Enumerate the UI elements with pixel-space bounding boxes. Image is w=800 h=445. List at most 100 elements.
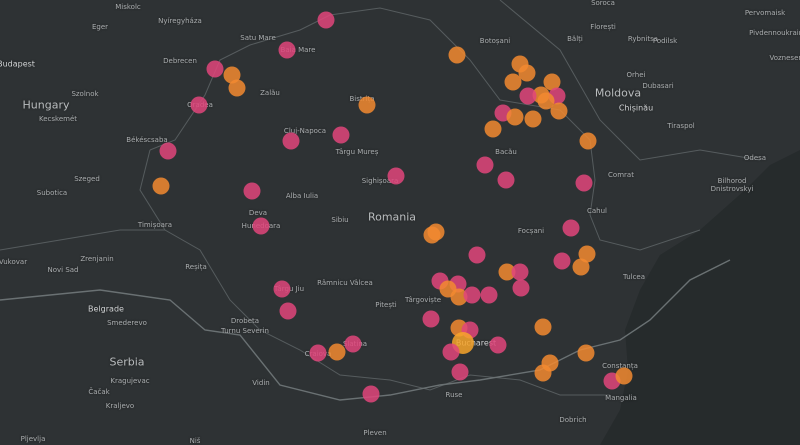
map-marker-pink[interactable] [575,174,593,192]
map-marker-pink[interactable] [243,182,261,200]
map-marker-pink[interactable] [282,132,300,150]
city-label: Eger [91,23,109,31]
city-label: Rybnitsa [627,35,659,43]
city-label: Turnu Severin [221,327,269,335]
map-marker-orange[interactable] [550,102,568,120]
map-marker-pink[interactable] [344,335,362,353]
map-marker-orange[interactable] [498,263,516,281]
map-marker-pink[interactable] [553,252,571,270]
map-marker-orange[interactable] [534,364,552,382]
city-label: Subotica [36,189,68,197]
map-marker-orange[interactable] [506,108,524,126]
city-label: Pivdennoukrainsk [749,29,800,37]
city-label: Reșița [185,263,207,271]
city-label: Voznesensk [769,54,800,62]
city-label: Pitești [375,301,397,309]
city-label: Satu Mare [240,34,276,42]
city-label: Orhei [626,71,646,79]
city-label: Pleven [363,429,387,437]
city-label: Botoșani [479,37,511,45]
city-label: Târgoviște [404,296,442,304]
map-marker-pink[interactable] [442,343,460,361]
map-marker-orange[interactable] [543,73,561,91]
map-marker-orange[interactable] [572,258,590,276]
city-label: Bacău [495,148,517,156]
map-marker-pink[interactable] [422,310,440,328]
map-marker-pink[interactable] [562,219,580,237]
map-marker-orange[interactable] [448,46,466,64]
map-marker-pink[interactable] [476,156,494,174]
map-marker-pink[interactable] [159,142,177,160]
map-marker-orange[interactable] [518,64,536,82]
city-label: Niš [189,437,201,445]
map-marker-pink[interactable] [468,246,486,264]
city-label: Novi Sad [47,266,79,274]
city-label: Dobrich [559,416,587,424]
city-label: Kragujevac [110,377,150,385]
map-marker-pink[interactable] [273,280,291,298]
map-marker-orange[interactable] [524,110,542,128]
map-marker-orange[interactable] [152,177,170,195]
danube-river [0,259,731,401]
map-marker-orange[interactable] [223,66,241,84]
country-label: Serbia [109,355,145,369]
city-label: Budapest [0,59,35,69]
map-marker-orange[interactable] [577,344,595,362]
city-label: Kecskemét [38,115,78,123]
map-marker-orange[interactable] [484,120,502,138]
map-marker-pink[interactable] [317,11,335,29]
map-marker-pink[interactable] [497,171,515,189]
city-label: Chișinău [618,103,654,113]
map-marker-orange[interactable] [423,226,441,244]
map-marker-pink[interactable] [190,96,208,114]
map-marker-pink[interactable] [309,344,327,362]
map-marker-pink[interactable] [387,167,405,185]
city-label: Deva [248,209,268,217]
city-label: Bucharest [455,338,497,348]
city-label: Dubasari [642,82,674,90]
map-marker-orange[interactable] [578,245,596,263]
map-marker-pink[interactable] [511,263,529,281]
city-label: Drobeta [230,317,260,325]
map-marker-pink[interactable] [512,279,530,297]
map-marker-pink[interactable] [279,302,297,320]
city-label: Comrat [608,171,634,179]
map-marker-pink[interactable] [362,385,380,403]
map-marker-pink[interactable] [206,60,224,78]
city-label: Odesa [743,154,767,162]
city-label: Zalău [260,89,280,97]
map-marker-orange[interactable] [228,79,246,97]
city-label: Pljevlja [20,435,46,443]
map-marker-pink[interactable] [463,286,481,304]
map-marker-pink[interactable] [451,363,469,381]
city-label: Focșani [517,227,545,235]
city-label: Bilhorod [717,177,747,185]
map-marker-orange[interactable] [579,132,597,150]
map-marker-orange[interactable] [328,343,346,361]
city-label: Râmnicu Vâlcea [317,279,373,287]
map-marker-pink[interactable] [480,286,498,304]
city-label: Bălți [567,35,583,43]
map-marker-pink[interactable] [252,217,270,235]
map-marker-orange[interactable] [537,92,555,110]
country-label: Romania [367,210,417,224]
map-marker-orange[interactable] [450,288,468,306]
city-label: Belgrade [88,304,124,314]
map-marker-orange[interactable] [534,318,552,336]
city-label: Alba Iulia [285,192,319,200]
city-label: Nyíregyháza [158,17,202,25]
map-marker-orange[interactable] [358,96,376,114]
city-label: Florești [590,23,616,31]
city-label: Szolnok [71,90,99,98]
country-label: Moldova [594,86,642,100]
map-marker-orange[interactable] [504,73,522,91]
city-label: Békéscsaba [126,136,168,144]
map-marker-pink[interactable] [489,336,507,354]
map-marker-pink[interactable] [278,41,296,59]
city-label: Podilsk [652,37,678,45]
map-marker-pink[interactable] [332,126,350,144]
city-label: Mangalia [605,394,637,402]
map-marker-orange[interactable] [615,367,633,385]
map-marker-pink[interactable] [519,87,537,105]
